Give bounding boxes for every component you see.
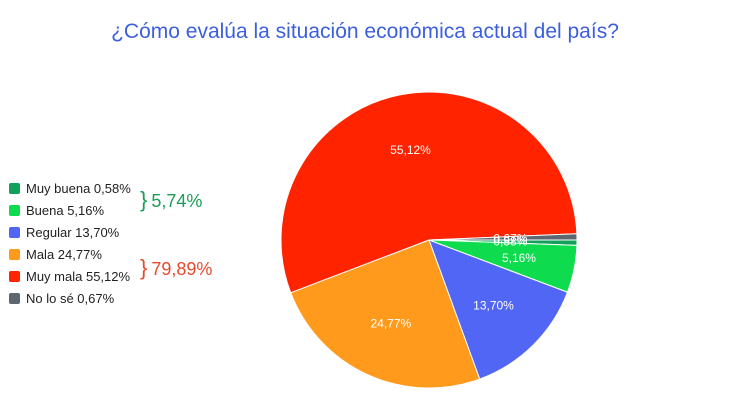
- group-brace-negative: }: [140, 255, 148, 280]
- legend-item: Buena 5,16%: [9, 199, 159, 221]
- slice-label: 55,12%: [390, 143, 431, 157]
- pie-slice: [290, 239, 481, 389]
- slice-label: 0,58%: [493, 234, 527, 248]
- legend-swatch: [9, 292, 20, 304]
- slice-label: 24,77%: [370, 316, 411, 330]
- legend-label: Mala 24,77%: [26, 246, 102, 262]
- pie-slice: [280, 91, 578, 294]
- legend: Muy buena 0,58% Buena 5,16% Regular 13,70%…: [9, 177, 159, 309]
- legend-label: Buena 5,16%: [26, 202, 105, 218]
- legend-label: No lo sé 0,67%: [26, 290, 115, 306]
- group-total-positive: } 5,74%: [140, 187, 202, 213]
- pie-slice: [428, 239, 569, 380]
- group-total-positive-value: 5,74%: [151, 191, 203, 211]
- pie-slice: [428, 233, 578, 241]
- legend-label: Muy buena 0,58%: [26, 180, 131, 196]
- legend-label: Regular 13,70%: [26, 224, 120, 240]
- legend-item: Muy buena 0,58%: [9, 177, 159, 199]
- chart-title: ¿Cómo evalúa la situación económica actu…: [111, 20, 619, 43]
- slice-label: 13,70%: [473, 298, 514, 312]
- group-total-negative-value: 79,89%: [151, 259, 213, 279]
- legend-swatch: [9, 248, 20, 260]
- legend-item: Muy mala 55,12%: [9, 265, 159, 287]
- group-total-negative: } 79,89%: [140, 255, 212, 281]
- slice-label: 5,16%: [502, 251, 536, 265]
- legend-item: No lo sé 0,67%: [9, 287, 159, 309]
- legend-item: Regular 13,70%: [9, 221, 159, 243]
- legend-label: Muy mala 55,12%: [26, 268, 131, 284]
- legend-swatch: [9, 226, 20, 238]
- legend-item: Mala 24,77%: [9, 243, 159, 265]
- legend-swatch: [9, 204, 20, 216]
- group-brace-positive: }: [140, 187, 148, 212]
- legend-swatch: [9, 182, 20, 194]
- legend-swatch: [9, 270, 20, 282]
- slice-label: 0,67%: [493, 231, 527, 245]
